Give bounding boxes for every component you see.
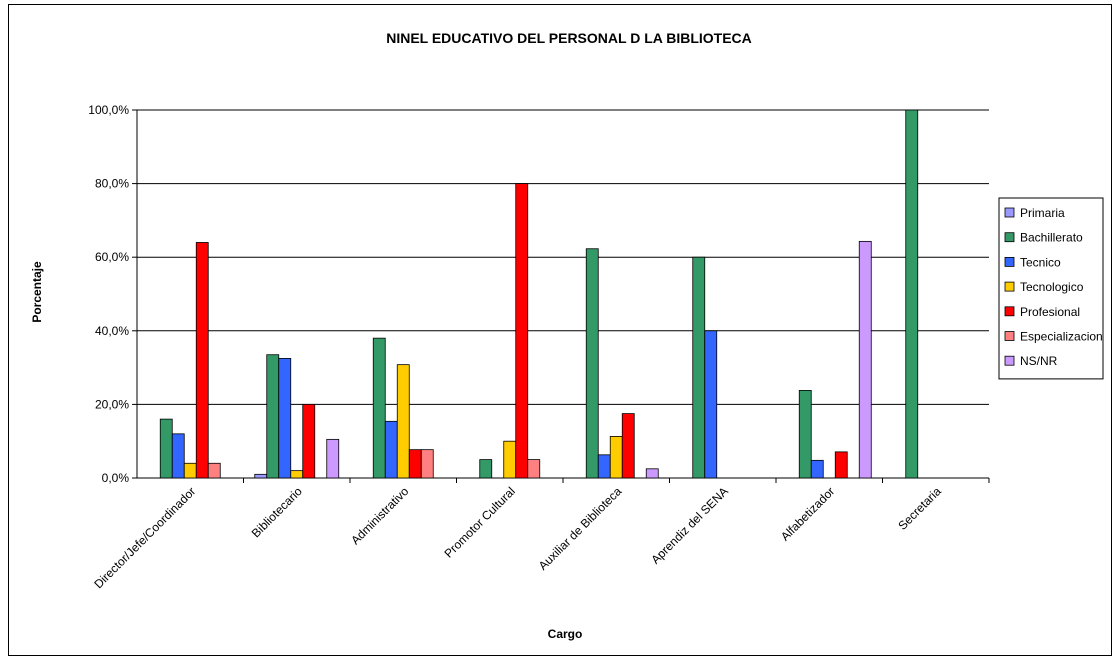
chart-title: NINEL EDUCATIVO DEL PERSONAL D LA BIBLIO… <box>386 30 752 46</box>
bar-bachillerato <box>159 418 173 479</box>
bar-primaria <box>254 473 268 479</box>
legend-label: NS/NR <box>1020 354 1058 368</box>
y-tick-label: 0,0% <box>102 471 130 485</box>
y-tick-label: 20,0% <box>95 397 129 411</box>
bar-tecnico <box>384 420 398 479</box>
bar-profesional <box>195 242 209 479</box>
legend-label: Especializacion <box>1020 330 1103 344</box>
y-tick-label: 60,0% <box>95 250 129 264</box>
legend-swatch <box>1004 207 1015 218</box>
bar-bachillerato <box>798 390 812 479</box>
bar-profesional <box>621 413 635 479</box>
bar-ns-nr <box>858 240 872 479</box>
bar-tecnico <box>597 454 611 479</box>
y-tick-label: 80,0% <box>95 177 129 191</box>
bar-especializacion <box>420 449 434 479</box>
legend-label: Primaria <box>1020 206 1065 220</box>
x-tick-label: Administrativo <box>348 484 411 547</box>
x-axis-title: Cargo <box>548 627 583 641</box>
bar-bachillerato <box>585 248 599 479</box>
x-tick-label: Bibliotecario <box>249 484 305 540</box>
bar-bachillerato <box>692 256 706 479</box>
legend-label: Profesional <box>1020 305 1080 319</box>
bar-bachillerato <box>266 354 280 479</box>
legend-swatch <box>1004 256 1015 267</box>
x-tick-label: Promotor Cultural <box>441 484 517 560</box>
bar-profesional <box>515 183 529 479</box>
plot-area: 0,0% 20,0% 40,0% 60,0% 80,0% 100,0% Director/J… <box>88 103 990 591</box>
bar-tecnologico <box>290 470 304 479</box>
bar-profesional <box>834 451 848 479</box>
bar-tecnologico <box>183 462 197 479</box>
legend-swatch <box>1004 232 1015 243</box>
x-tick-label: Aprendiz del SENA <box>648 484 731 567</box>
bar-bachillerato <box>479 459 493 479</box>
bar-tecnico <box>704 330 718 479</box>
bar-bachillerato <box>372 337 386 479</box>
bar-tecnologico <box>609 436 623 479</box>
legend-swatch <box>1004 281 1015 292</box>
bar-ns-nr <box>645 468 659 479</box>
bar-tecnico <box>171 433 185 479</box>
bar-especializacion <box>527 459 541 479</box>
x-tick-label: Secretaria <box>895 484 944 533</box>
bar-tecnico <box>810 459 824 479</box>
y-axis-title: Porcentaje <box>30 261 44 323</box>
chart-frame: NINEL EDUCATIVO DEL PERSONAL D LA BIBLIO… <box>8 4 1112 656</box>
legend-label: Tecnico <box>1020 255 1061 269</box>
bar-bachillerato <box>905 109 919 479</box>
bar-tecnico <box>278 357 292 479</box>
legend: Primaria Bachillerato Tecnico Tecnologico Pr… <box>998 197 1104 380</box>
legend-swatch <box>1004 331 1015 341</box>
bar-ns-nr <box>326 438 340 479</box>
bar-profesional <box>302 403 316 479</box>
legend-label: Tecnologico <box>1020 280 1084 294</box>
y-tick-label: 40,0% <box>95 324 129 338</box>
chart-svg: NINEL EDUCATIVO DEL PERSONAL D LA BIBLIO… <box>30 30 1104 641</box>
x-tick-label: Alfabetizador <box>778 484 837 543</box>
legend-box <box>998 197 1104 380</box>
bar-tecnologico <box>503 440 517 479</box>
bar-tecnologico <box>396 364 410 479</box>
x-tick-label: Director/Jefe/Coordinador <box>91 484 198 591</box>
legend-label: Bachillerato <box>1020 231 1083 245</box>
y-tick-label: 100,0% <box>88 103 129 117</box>
bar-profesional <box>408 449 422 479</box>
legend-swatch <box>1004 306 1015 317</box>
x-tick-label: Auxiliar de Biblioteca <box>536 484 625 573</box>
legend-swatch <box>1004 355 1015 366</box>
bar-especializacion <box>207 462 221 479</box>
